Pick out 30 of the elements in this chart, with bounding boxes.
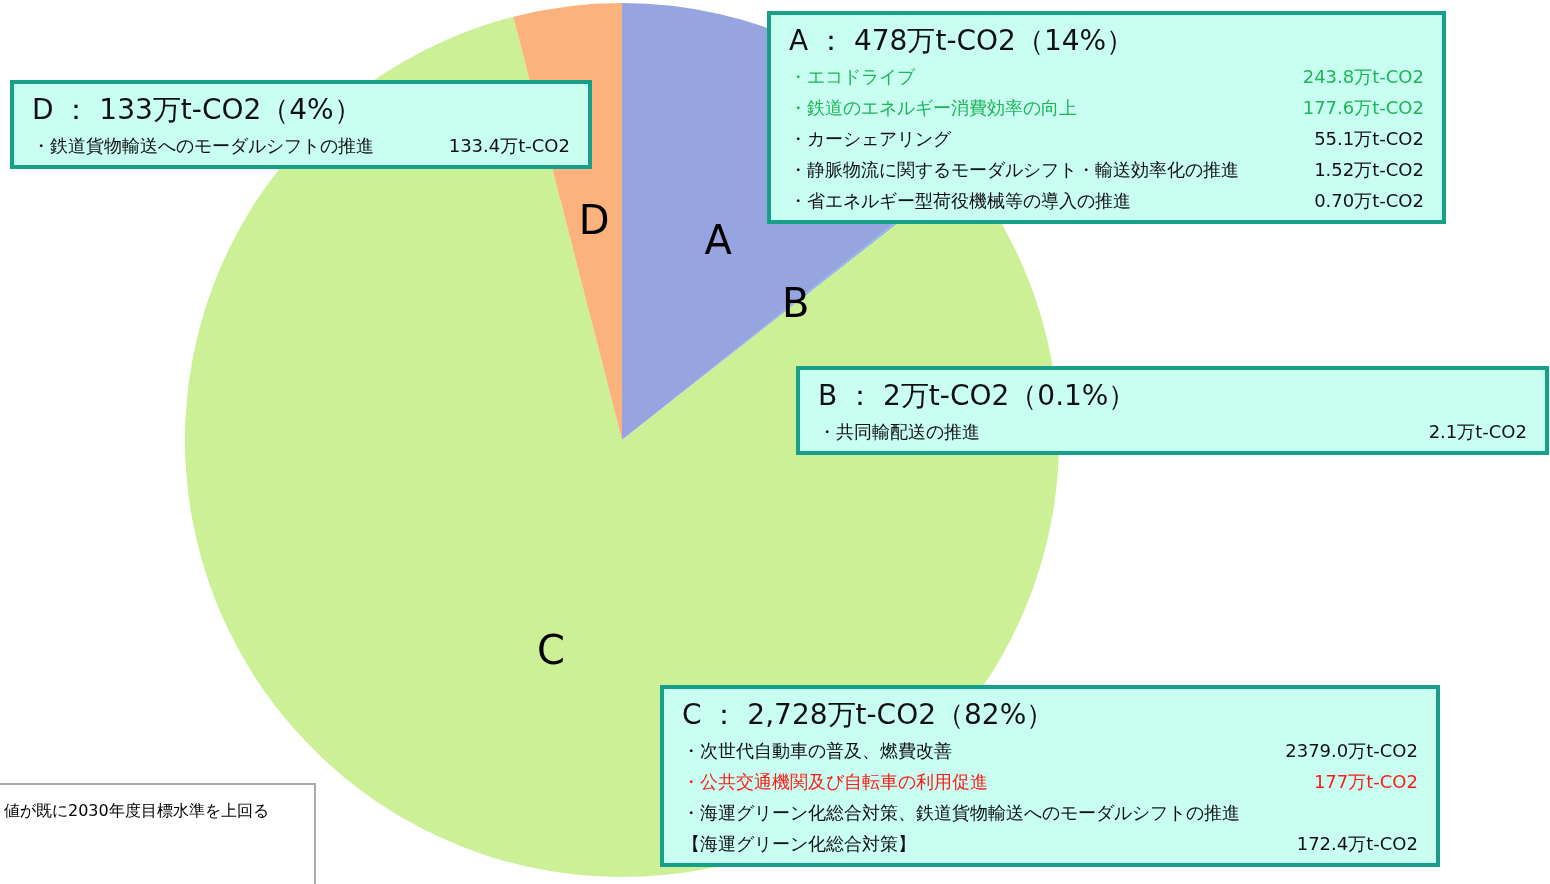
text: 【海運グリーン化総合対策】 bbox=[682, 832, 916, 856]
text: ・鉄道のエネルギー消費効率の向上 bbox=[789, 96, 1077, 120]
text: 55.1万t-CO2 bbox=[1314, 127, 1424, 151]
text: B ： 2万t-CO2（0.1%） bbox=[818, 378, 1138, 414]
text: ・次世代自動車の普及、燃費改善 bbox=[682, 739, 952, 763]
text: 172.4万t-CO2 bbox=[1296, 832, 1418, 856]
text: 0.70万t-CO2 bbox=[1314, 189, 1424, 213]
text: 1.52万t-CO2 bbox=[1314, 158, 1424, 182]
text: ・共同輸配送の推進 bbox=[818, 420, 980, 444]
slice-label: D bbox=[578, 197, 610, 244]
text: C ： 2,728万t-CO2（82%） bbox=[682, 697, 1056, 733]
text: ・海運グリーン化総合対策、鉄道貨物輸送へのモーダルシフトの推進 bbox=[682, 801, 1240, 825]
text: ・公共交通機関及び自転車の利用促進 bbox=[682, 770, 988, 794]
text: 2379.0万t-CO2 bbox=[1285, 739, 1418, 763]
text: 177.6万t-CO2 bbox=[1302, 96, 1424, 120]
slice-label: A bbox=[704, 217, 733, 264]
text: A ： 478万t-CO2（14%） bbox=[789, 23, 1136, 59]
text: 133.4万t-CO2 bbox=[448, 134, 570, 158]
text: 値が既に2030年度目標水準を上回る bbox=[0, 783, 316, 884]
slice-label: B bbox=[782, 279, 810, 326]
text: ・鉄道貨物輸送へのモーダルシフトの推進 bbox=[32, 134, 374, 158]
text: ・静脈物流に関するモーダルシフト・輸送効率化の推進 bbox=[789, 158, 1239, 182]
text: 243.8万t-CO2 bbox=[1302, 65, 1424, 89]
text: D ： 133万t-CO2（4%） bbox=[32, 92, 363, 128]
slice-label: C bbox=[536, 626, 565, 673]
text: ・省エネルギー型荷役機械等の導入の推進 bbox=[789, 189, 1131, 213]
text: ・エコドライブ bbox=[789, 65, 915, 89]
text: ・カーシェアリング bbox=[789, 127, 951, 151]
text: 177万t-CO2 bbox=[1313, 770, 1418, 794]
text: 2.1万t-CO2 bbox=[1428, 420, 1527, 444]
